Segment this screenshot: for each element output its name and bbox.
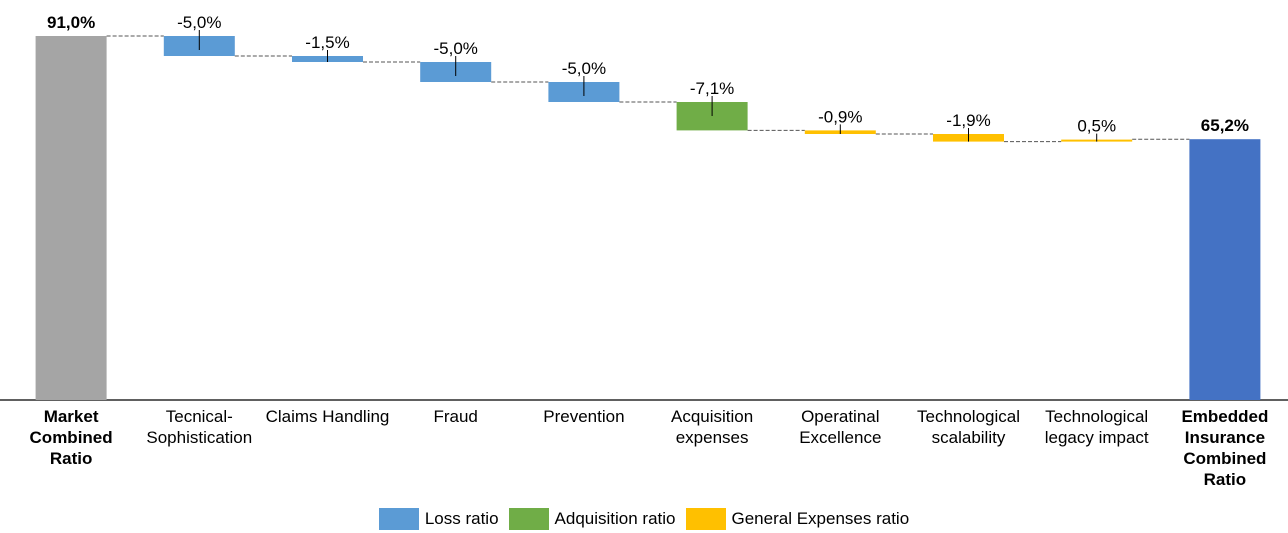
value-label: -5,0% [433,39,477,58]
x-tick-label: Prevention [543,407,625,426]
legend-label: General Expenses ratio [731,509,910,528]
x-tick-label: Technological legacy impact [1044,407,1149,447]
legend-label: Loss ratio [424,509,499,528]
x-tick-label: Operatinal Excellence [799,407,882,447]
x-tick-label: Claims Handling [265,407,390,426]
bar [1189,139,1261,400]
x-tick-label: Tecnical-Sophistication [146,407,253,447]
value-label: -1,5% [305,33,349,52]
value-label: 0,5% [1077,117,1116,136]
legend-swatch [685,508,726,530]
legend-item: General Expenses ratio [685,508,910,530]
value-label: -0,9% [818,107,862,126]
legend-item: Adquisition ratio [508,508,676,530]
legend-swatch [508,508,549,530]
legend-item: Loss ratio [378,508,499,530]
value-label: 65,2% [1201,116,1249,135]
x-tick-label: Technological scalability [916,407,1020,447]
bar [35,36,107,400]
value-label: -5,0% [562,59,606,78]
x-tick-label: Fraud [433,407,478,426]
x-tick-label: Acquisition expenses [670,407,754,447]
legend-swatch [378,508,419,530]
x-tick-label: Market Combined Ratio [29,407,113,468]
value-label: -7,1% [690,79,734,98]
legend-label: Adquisition ratio [554,509,676,528]
value-label: 91,0% [47,13,95,32]
value-label: -1,9% [946,111,990,130]
value-label: -5,0% [177,13,221,32]
legend: Loss ratio Adquisition ratio General Expen… [0,508,1288,530]
x-tick-label: Embedded Insurance Combined Ratio [1181,407,1269,489]
